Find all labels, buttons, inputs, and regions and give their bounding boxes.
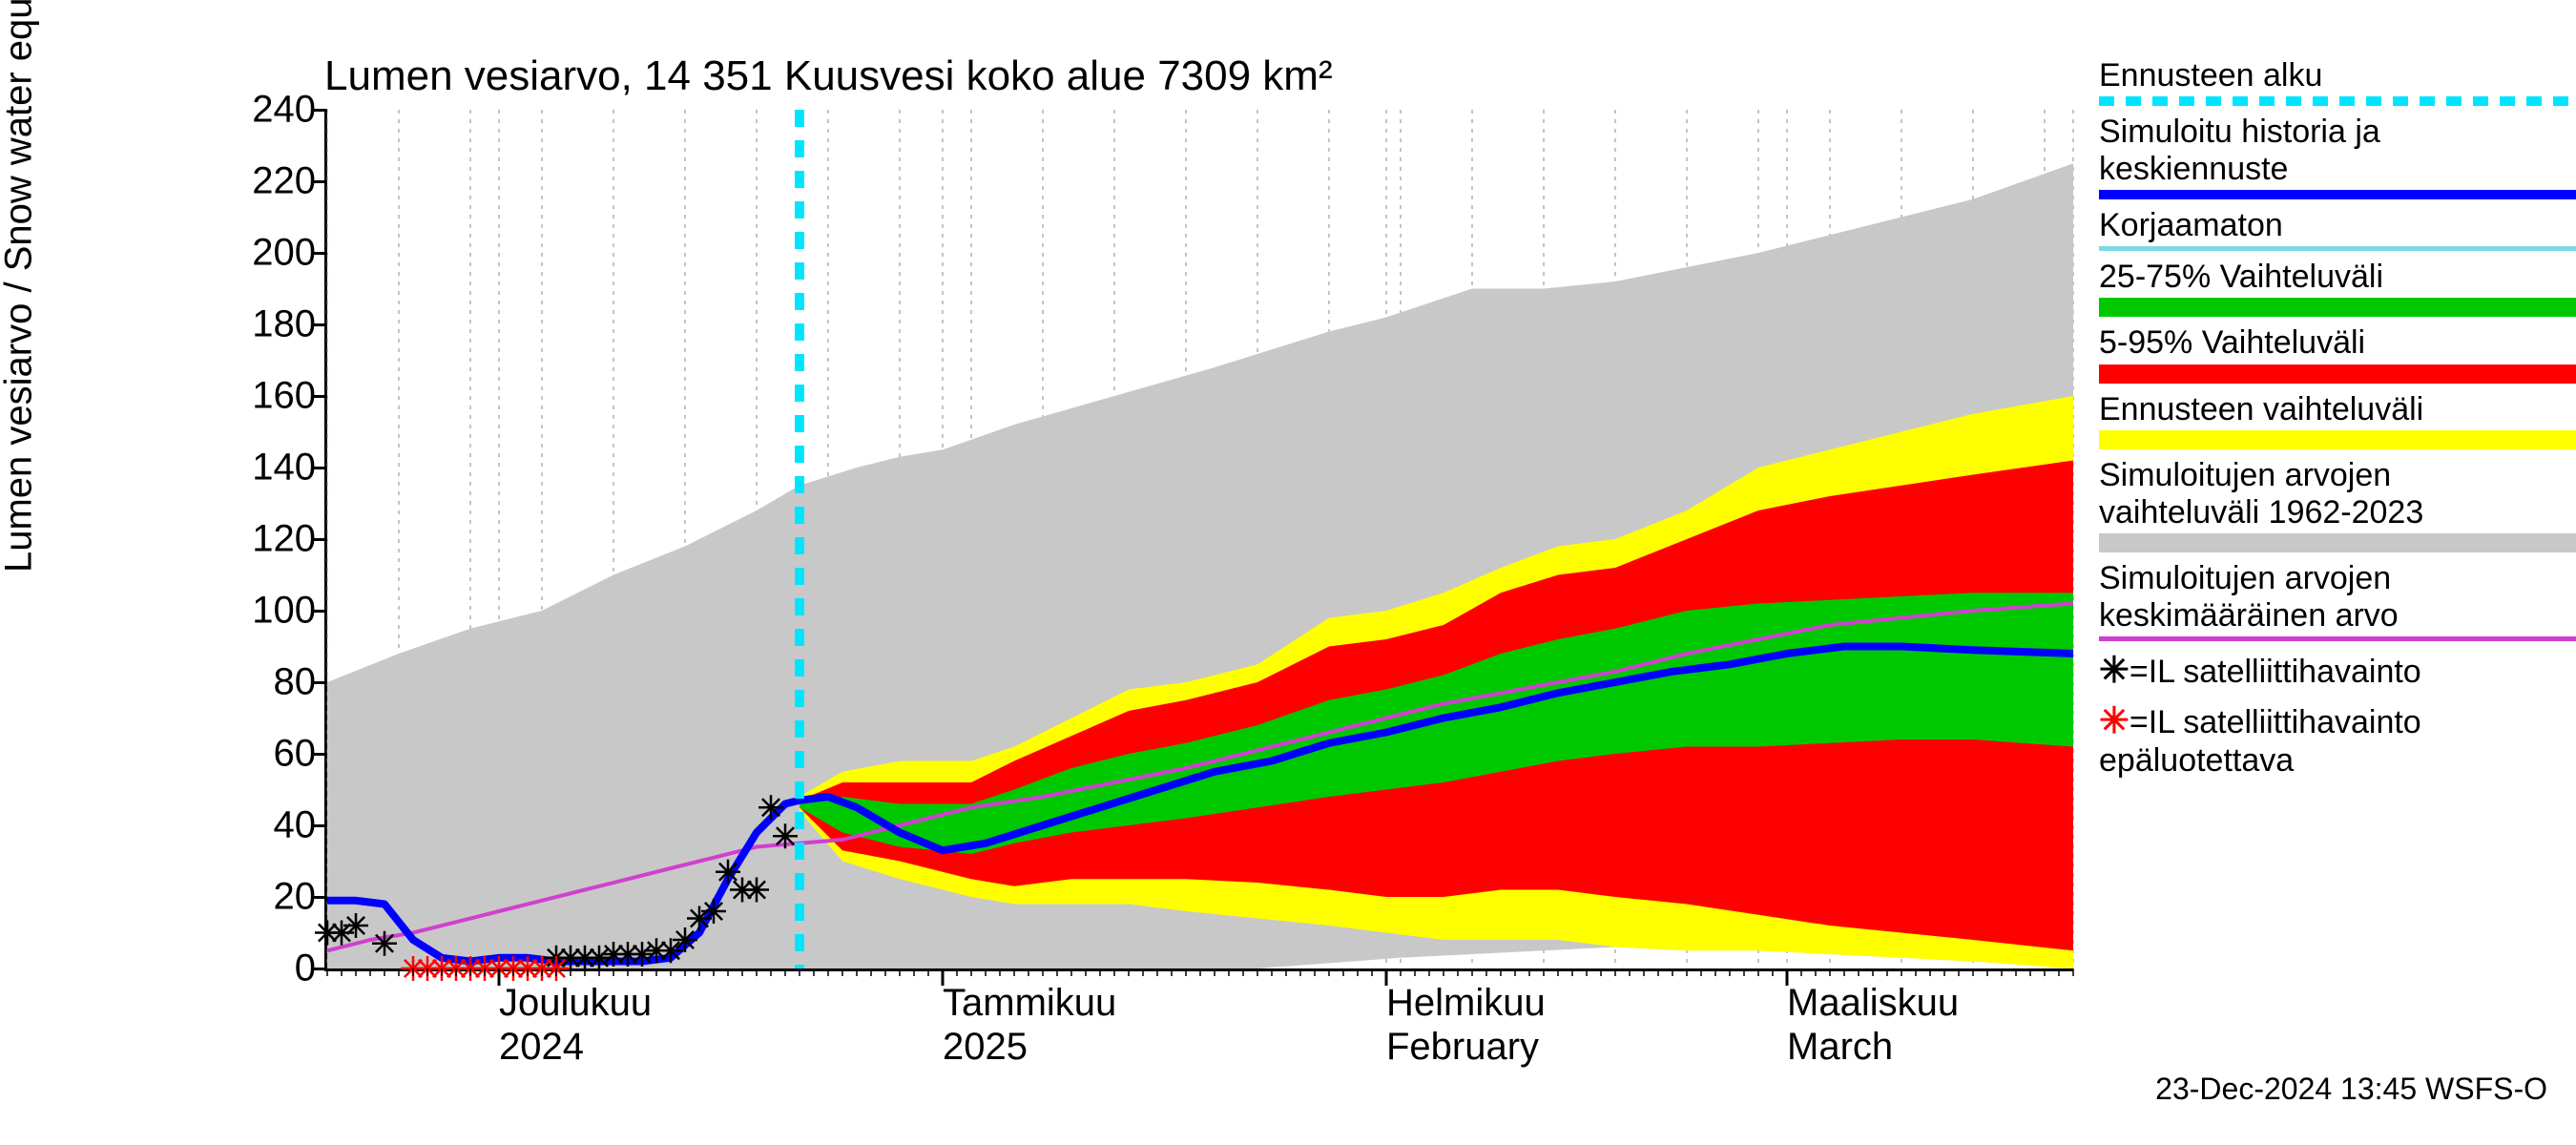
y-tick-label: 0 — [295, 947, 327, 990]
legend-entry: 5-95% Vaihteluväli — [2099, 324, 2576, 383]
y-axis-label: Lumen vesiarvo / Snow water equiv. mm — [0, 0, 41, 572]
legend-swatch — [2099, 533, 2576, 552]
legend-label: Simuloitujen arvojen keskimääräinen arvo — [2099, 560, 2576, 635]
legend-marker-entry: ✳=IL satelliittihavainto — [2099, 649, 2576, 692]
legend-entry: Ennusteen alku — [2099, 57, 2576, 106]
y-tick-label: 160 — [252, 375, 327, 418]
chart-root: Lumen vesiarvo, 14 351 Kuusvesi koko alu… — [0, 0, 2576, 1145]
plot-area: 020406080100120140160180200220240Jouluku… — [324, 110, 2073, 971]
y-tick-label: 180 — [252, 303, 327, 346]
y-tick-label: 140 — [252, 447, 327, 489]
legend-swatch — [2099, 430, 2576, 449]
legend-label: 25-75% Vaihteluväli — [2099, 259, 2576, 296]
legend-swatch — [2099, 364, 2576, 384]
x-month-sublabel: 2025 — [943, 968, 1028, 1069]
legend-marker-sublabel: epäluotettava — [2099, 742, 2576, 780]
legend-label: Ennusteen vaihteluväli — [2099, 391, 2576, 428]
y-tick-label: 20 — [274, 876, 328, 919]
legend-swatch — [2099, 190, 2576, 199]
legend-label: Simuloitujen arvojen vaihteluväli 1962-2… — [2099, 457, 2576, 531]
y-tick-label: 240 — [252, 89, 327, 132]
legend-marker-label: ✳=IL satelliittihavainto — [2099, 649, 2576, 692]
plot-svg — [327, 110, 2073, 968]
timestamp: 23-Dec-2024 13:45 WSFS-O — [2155, 1072, 2547, 1107]
y-tick-label: 80 — [274, 661, 328, 704]
legend-entry: Ennusteen vaihteluväli — [2099, 391, 2576, 449]
legend-label: 5-95% Vaihteluväli — [2099, 324, 2576, 362]
legend-marker-icon: ✳ — [2099, 701, 2129, 741]
x-month-sublabel: March — [1787, 968, 1893, 1069]
legend-entry: Simuloitu historia ja keskiennuste — [2099, 114, 2576, 199]
y-tick-label: 100 — [252, 590, 327, 633]
legend-swatch — [2099, 96, 2576, 106]
legend-label: Korjaamaton — [2099, 207, 2576, 244]
chart-title: Lumen vesiarvo, 14 351 Kuusvesi koko alu… — [324, 52, 1333, 100]
legend-entry: Korjaamaton — [2099, 207, 2576, 251]
y-tick-label: 60 — [274, 733, 328, 776]
legend: Ennusteen alku Simuloitu historia ja kesk… — [2099, 57, 2576, 787]
x-month-sublabel: February — [1386, 968, 1539, 1069]
legend-swatch — [2099, 246, 2576, 251]
legend-swatch — [2099, 636, 2576, 641]
legend-entry: 25-75% Vaihteluväli — [2099, 259, 2576, 317]
legend-marker-icon: ✳ — [2099, 651, 2129, 691]
legend-marker-entry: ✳=IL satelliittihavaintoepäluotettava — [2099, 699, 2576, 780]
legend-swatch — [2099, 298, 2576, 317]
legend-entry: Simuloitujen arvojen keskimääräinen arvo — [2099, 560, 2576, 641]
legend-entry: Simuloitujen arvojen vaihteluväli 1962-2… — [2099, 457, 2576, 552]
y-tick-label: 120 — [252, 518, 327, 561]
y-tick-label: 220 — [252, 160, 327, 203]
y-tick-label: 40 — [274, 804, 328, 847]
x-month-sublabel: 2024 — [499, 968, 584, 1069]
legend-label: Simuloitu historia ja keskiennuste — [2099, 114, 2576, 188]
y-tick-label: 200 — [252, 232, 327, 275]
legend-marker-label: ✳=IL satelliittihavainto — [2099, 699, 2576, 742]
legend-label: Ennusteen alku — [2099, 57, 2576, 94]
